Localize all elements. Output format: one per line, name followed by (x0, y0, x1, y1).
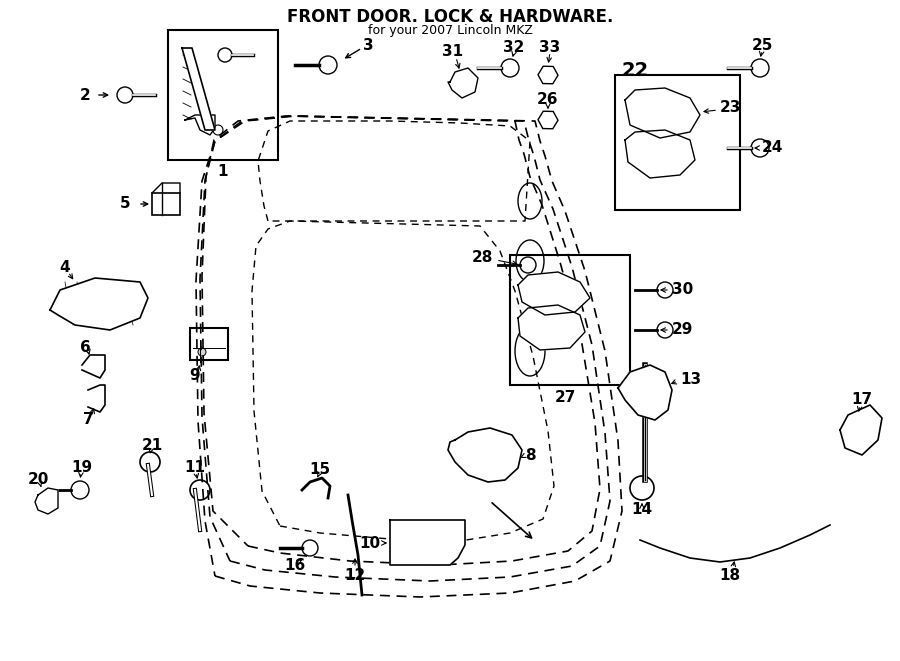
Circle shape (218, 48, 232, 62)
Text: for your 2007 Lincoln MKZ: for your 2007 Lincoln MKZ (367, 24, 533, 37)
Bar (190, 328, 228, 360)
Polygon shape (618, 365, 672, 420)
Circle shape (190, 480, 210, 500)
Text: 7: 7 (83, 412, 94, 428)
Bar (615, 75, 740, 210)
Text: 6: 6 (79, 340, 90, 356)
Polygon shape (840, 405, 882, 455)
Polygon shape (518, 305, 585, 350)
Text: 31: 31 (443, 44, 464, 59)
Text: 18: 18 (719, 568, 741, 582)
Bar (168, 30, 278, 160)
Circle shape (117, 87, 133, 103)
Circle shape (630, 476, 654, 500)
Bar (152, 193, 180, 215)
Polygon shape (390, 520, 465, 565)
Text: 4: 4 (59, 260, 70, 276)
Text: 5: 5 (120, 196, 130, 212)
Polygon shape (518, 272, 590, 315)
Text: 32: 32 (503, 40, 525, 56)
Text: FRONT DOOR. LOCK & HARDWARE.: FRONT DOOR. LOCK & HARDWARE. (287, 8, 613, 26)
Text: 28: 28 (472, 251, 493, 266)
Text: 27: 27 (554, 389, 576, 405)
Circle shape (140, 452, 160, 472)
Circle shape (751, 139, 769, 157)
Polygon shape (625, 88, 700, 138)
Text: 1: 1 (218, 165, 229, 180)
Text: 21: 21 (141, 438, 163, 453)
Text: 15: 15 (310, 463, 330, 477)
Text: 14: 14 (632, 502, 652, 518)
Text: 29: 29 (672, 323, 693, 338)
Circle shape (319, 56, 337, 74)
Text: 11: 11 (184, 461, 205, 475)
Text: 16: 16 (284, 557, 306, 572)
Text: 9: 9 (190, 368, 201, 383)
Text: 10: 10 (359, 535, 380, 551)
Circle shape (501, 59, 519, 77)
Polygon shape (625, 130, 695, 178)
Text: 26: 26 (537, 93, 559, 108)
Text: 23: 23 (720, 100, 742, 116)
Bar (510, 255, 630, 385)
Text: 17: 17 (851, 393, 873, 407)
Circle shape (198, 348, 206, 356)
Polygon shape (448, 68, 478, 98)
Text: 2: 2 (79, 87, 90, 102)
Circle shape (71, 481, 89, 499)
Circle shape (751, 59, 769, 77)
Text: 8: 8 (525, 447, 535, 463)
Text: 25: 25 (752, 38, 773, 52)
Circle shape (213, 125, 223, 135)
Text: 24: 24 (762, 141, 783, 155)
Text: 20: 20 (27, 473, 49, 488)
Polygon shape (448, 428, 522, 482)
Polygon shape (50, 278, 148, 330)
Text: 19: 19 (71, 461, 93, 475)
Text: 12: 12 (345, 568, 365, 582)
Circle shape (657, 282, 673, 298)
Text: 33: 33 (539, 40, 561, 56)
Text: 3: 3 (363, 38, 374, 52)
Text: 22: 22 (621, 61, 649, 79)
Circle shape (657, 322, 673, 338)
Polygon shape (182, 48, 215, 130)
Text: 30: 30 (672, 282, 693, 297)
Circle shape (520, 257, 536, 273)
Text: 13: 13 (680, 373, 701, 387)
Circle shape (302, 540, 318, 556)
Polygon shape (35, 488, 58, 514)
